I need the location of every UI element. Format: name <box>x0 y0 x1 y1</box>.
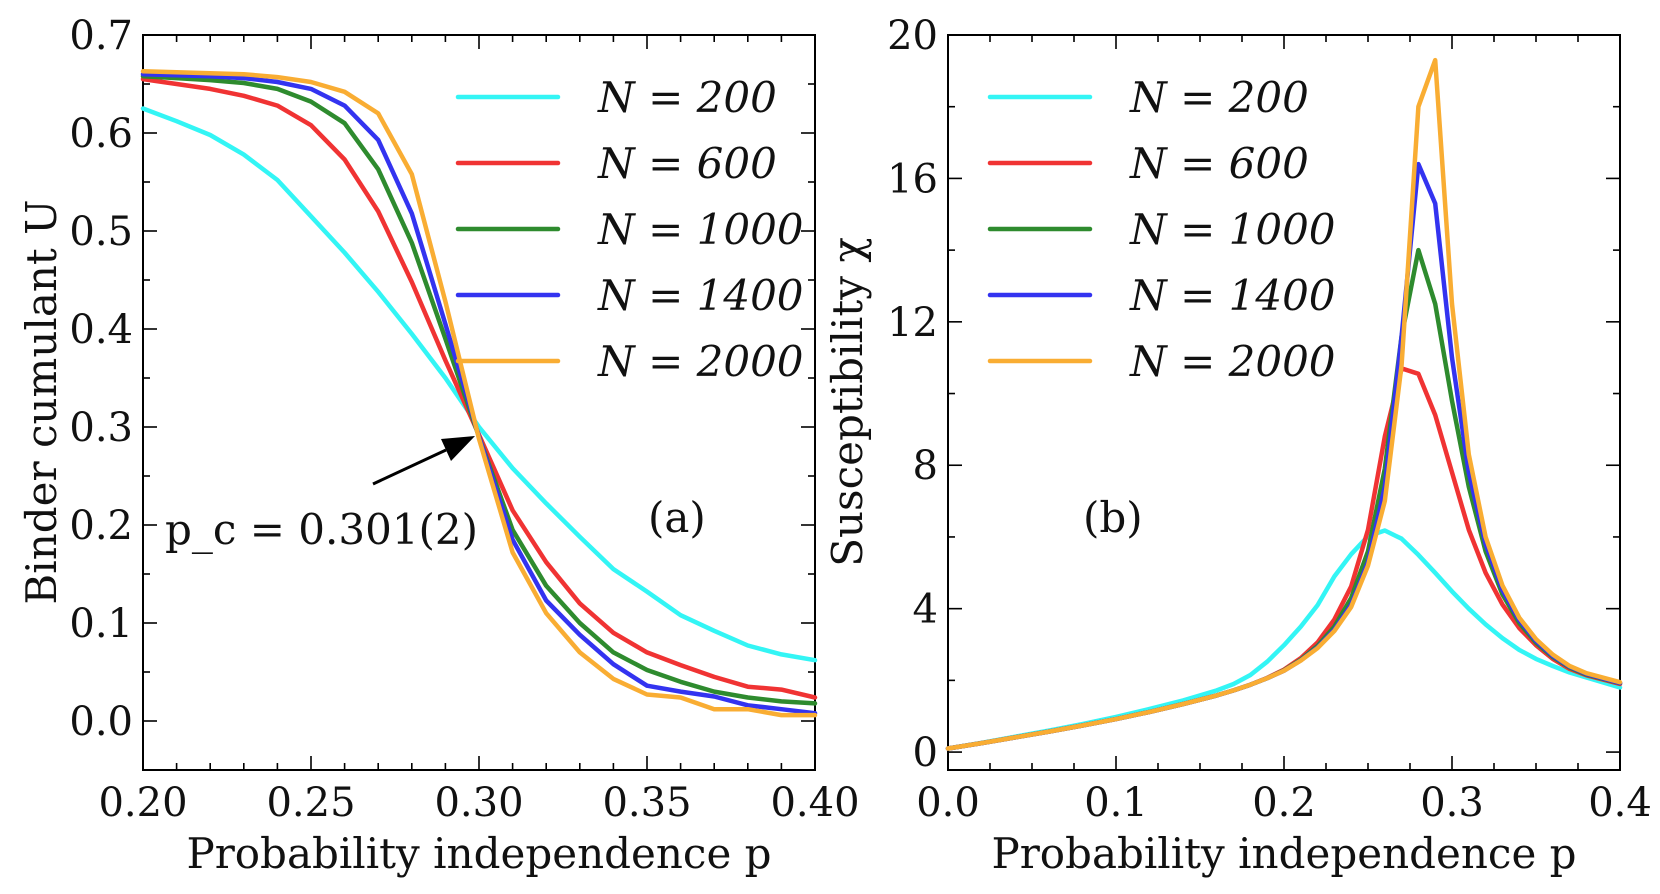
panel-a-ticks <box>142 34 816 770</box>
panel-b-series <box>945 57 1623 751</box>
legend-entry: N = 1000 <box>597 205 804 254</box>
legend-entry: N = 1400 <box>1129 271 1336 320</box>
series-line-200 <box>945 528 1623 751</box>
panel-a-y-tick-labels: 0.0 0.1 0.2 0.3 0.4 0.5 0.6 0.7 <box>69 13 133 745</box>
panel-b-y-tick-labels: 0 4 8 12 16 20 <box>887 13 938 776</box>
series-line-2000 <box>945 57 1623 751</box>
panel-b-y-axis-label: Susceptibility χ <box>823 237 872 567</box>
panel-a-label: (a) <box>648 493 706 542</box>
panel-b-susceptibility: 0.0 0.1 0.2 0.3 0.4 0 4 8 12 16 20 N = 2… <box>823 13 1652 878</box>
x-tick-label: 0.40 <box>770 780 859 826</box>
series-line-2000 <box>140 69 818 718</box>
annotation-arrowhead <box>441 436 475 461</box>
y-tick-label: 0.5 <box>69 209 133 255</box>
y-tick-label: 16 <box>887 156 938 202</box>
y-tick-label: 0 <box>913 730 938 776</box>
legend-entry: N = 1000 <box>1129 205 1336 254</box>
x-tick-label: 0.3 <box>1420 780 1484 826</box>
y-tick-label: 20 <box>887 13 938 59</box>
series-line-200 <box>140 106 818 663</box>
annotation-arrow-shaft <box>372 448 447 486</box>
y-tick-label: 0.6 <box>69 111 133 157</box>
y-tick-label: 0.7 <box>69 13 133 59</box>
panel-b-x-axis-label: Probability independence p <box>991 829 1576 878</box>
panel-b-legend: N = 200 N = 600 N = 1000 N = 1400 N = 20… <box>987 73 1336 386</box>
panel-a-y-axis-label: Binder cumulant U <box>17 199 66 604</box>
y-tick-label: 0.2 <box>69 503 133 549</box>
x-tick-label: 0.30 <box>434 780 523 826</box>
panel-a-series <box>140 69 818 718</box>
y-tick-label: 0.0 <box>69 699 133 745</box>
legend-entry: N = 2000 <box>1129 337 1336 386</box>
panel-a-x-tick-labels: 0.20 0.25 0.30 0.35 0.40 <box>98 780 859 826</box>
legend-entry: N = 200 <box>597 73 777 122</box>
y-tick-label: 0.3 <box>69 405 133 451</box>
legend-entry: N = 2000 <box>597 337 804 386</box>
panel-a-binder-cumulant: 0.20 0.25 0.30 0.35 0.40 0.0 0.1 0.2 0.3… <box>17 13 860 878</box>
x-tick-label: 0.4 <box>1588 780 1652 826</box>
panel-a-legend: N = 200 N = 600 N = 1000 N = 1400 N = 20… <box>455 73 804 386</box>
legend-entry: N = 600 <box>597 139 777 188</box>
panel-b-label: (b) <box>1083 493 1143 542</box>
series-line-1000 <box>945 247 1623 751</box>
y-tick-label: 0.4 <box>69 307 133 353</box>
panel-a-x-axis-label: Probability independence p <box>186 829 771 878</box>
y-tick-label: 0.1 <box>69 601 133 647</box>
legend-entry: N = 200 <box>1129 73 1309 122</box>
panel-b-ticks <box>947 34 1621 770</box>
legend-entry: N = 1400 <box>597 271 804 320</box>
y-tick-label: 4 <box>913 587 938 633</box>
x-tick-label: 0.20 <box>98 780 187 826</box>
y-tick-label: 8 <box>913 443 938 489</box>
x-tick-label: 0.35 <box>602 780 691 826</box>
annotation-text: p_c = 0.301(2) <box>165 505 478 554</box>
y-tick-label: 12 <box>887 300 938 346</box>
legend-entry: N = 600 <box>1129 139 1309 188</box>
x-tick-label: 0.1 <box>1084 780 1148 826</box>
x-tick-label: 0.0 <box>916 780 980 826</box>
critical-point-annotation: p_c = 0.301(2) <box>165 436 478 554</box>
x-tick-label: 0.25 <box>266 780 355 826</box>
x-tick-label: 0.2 <box>1252 780 1316 826</box>
series-line-600 <box>945 366 1623 751</box>
panel-b-x-tick-labels: 0.0 0.1 0.2 0.3 0.4 <box>916 780 1652 826</box>
